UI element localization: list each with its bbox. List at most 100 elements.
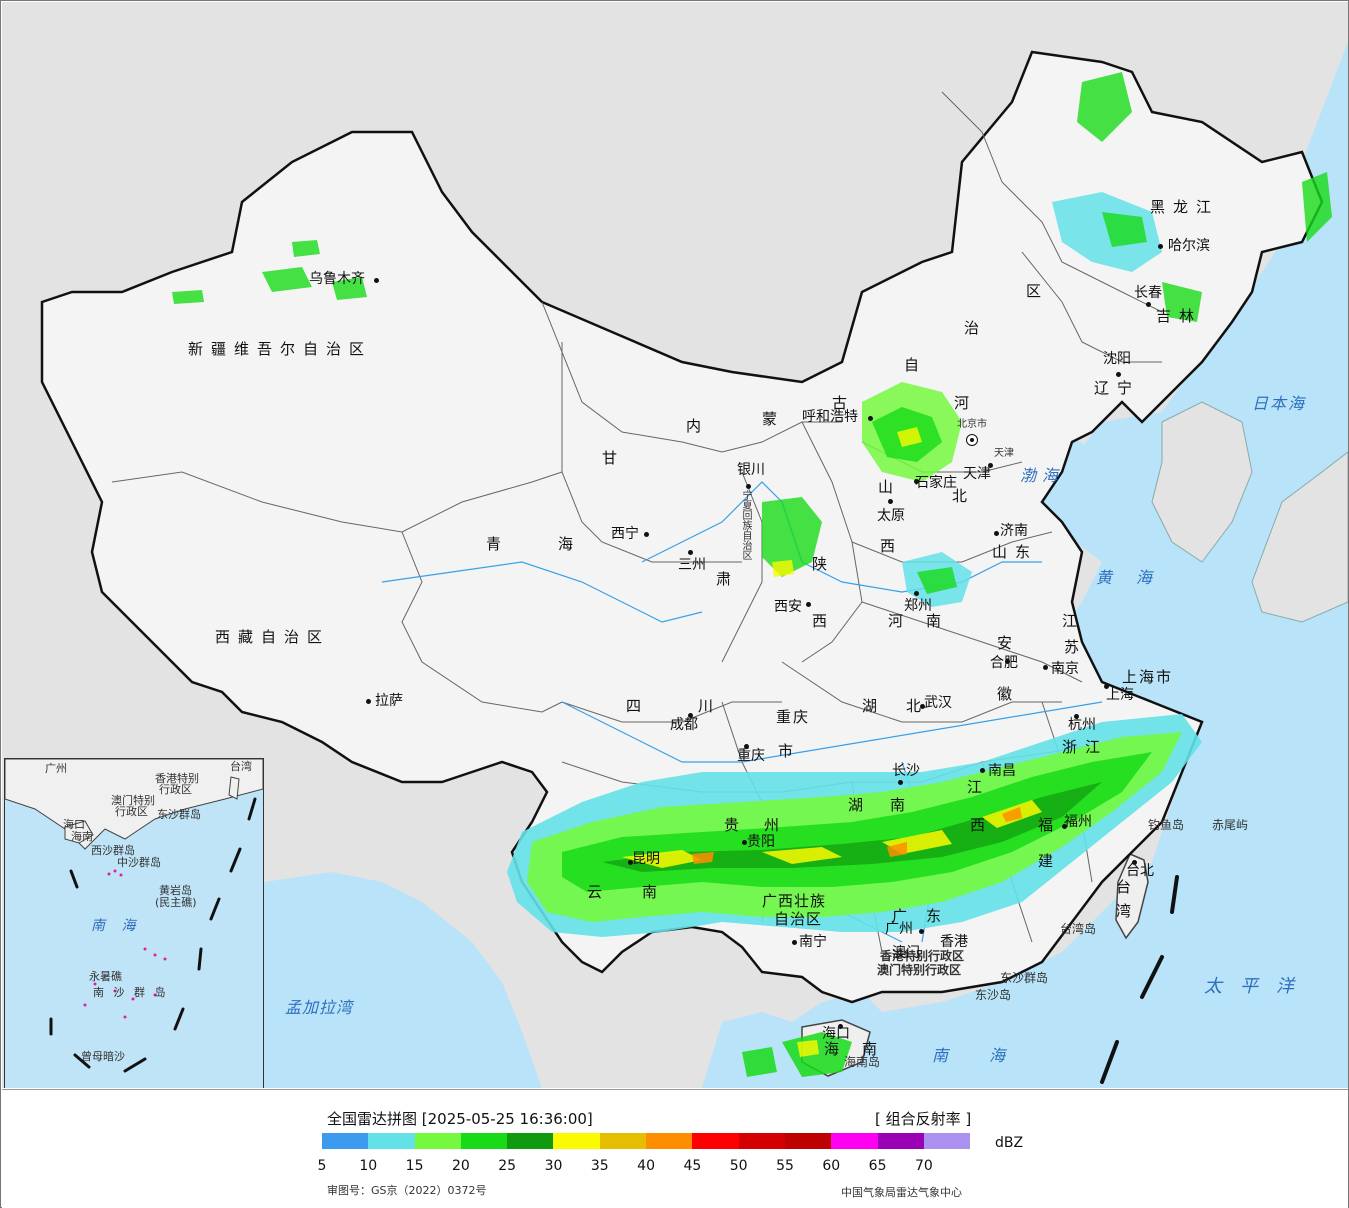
city-fuzhou: 福州 bbox=[1064, 814, 1092, 830]
city-dot bbox=[914, 591, 919, 596]
label-diaoyu: 钓鱼岛 bbox=[1148, 818, 1185, 832]
legend-unit: dBZ bbox=[995, 1135, 1024, 1151]
city-changchun: 长春 bbox=[1134, 285, 1162, 301]
province-zhejiang: 浙江 bbox=[1062, 738, 1109, 756]
city-jinan: 济南 bbox=[1000, 523, 1028, 539]
province-guangxi-1: 广西壮族 bbox=[762, 892, 827, 910]
legend-swatch bbox=[553, 1133, 600, 1149]
legend-tick-label: 60 bbox=[822, 1158, 841, 1174]
city-lhasa: 拉萨 bbox=[375, 693, 403, 709]
city-dot bbox=[688, 713, 693, 718]
city-dot bbox=[980, 768, 985, 773]
city-dot bbox=[374, 278, 379, 283]
province-shanxi-1: 山 bbox=[878, 478, 902, 496]
city-tianjin: 天津 bbox=[963, 466, 991, 482]
echo-hainan-yellow bbox=[797, 1040, 819, 1057]
city-changsha: 长沙 bbox=[892, 763, 920, 779]
bay-of-bengal bbox=[264, 872, 542, 1088]
city-dot bbox=[1116, 372, 1121, 377]
city-dot bbox=[742, 840, 747, 845]
echo-heilongjiang bbox=[1052, 192, 1162, 272]
label-pacific: 太平洋 bbox=[1204, 976, 1312, 997]
province-anhui-1: 安 bbox=[997, 634, 1021, 652]
inset-hainan bbox=[64, 820, 94, 844]
province-guangdong-2: 东 bbox=[926, 907, 950, 925]
label-bay-of-bengal: 孟加拉湾 bbox=[285, 998, 354, 1017]
province-xizang: 西藏自治区 bbox=[215, 628, 331, 646]
city-dot bbox=[838, 1024, 843, 1029]
legend-tick-label: 55 bbox=[776, 1158, 794, 1174]
legend-tick-label: 20 bbox=[451, 1158, 470, 1174]
legend-tick-label: 5 bbox=[317, 1158, 327, 1174]
province-neimenggu-4: 自 bbox=[904, 356, 928, 374]
province-jiangsu-1: 江 bbox=[1062, 612, 1086, 630]
legend-tick-label: 30 bbox=[544, 1158, 563, 1174]
province-shaanxi-2: 西 bbox=[812, 612, 836, 630]
japan bbox=[1251, 451, 1348, 623]
city-dot bbox=[1104, 684, 1109, 689]
legend-swatch bbox=[877, 1133, 924, 1149]
province-guizhou-2: 州 bbox=[764, 816, 788, 834]
inset-taiwan bbox=[228, 776, 240, 800]
province-jilin: 吉林 bbox=[1156, 307, 1203, 325]
legend-tick-label: 65 bbox=[868, 1158, 887, 1174]
inset-canvas bbox=[5, 759, 263, 1073]
south-sea-inset[interactable]: 广州 香港特别 行政区 澳门特别 行政区 台湾 东沙群岛 海口 海南 西沙群岛 … bbox=[4, 758, 264, 1088]
label-tianjin-municipality: 天津 bbox=[994, 448, 1014, 459]
city-chongqing: 重庆 bbox=[737, 748, 765, 764]
province-neimenggu-3: 古 bbox=[832, 394, 856, 412]
inset-label-haikou: 海口 bbox=[63, 818, 85, 831]
legend-swatch bbox=[507, 1133, 554, 1149]
province-anhui-2: 徽 bbox=[997, 685, 1021, 703]
province-yunnan-2: 南 bbox=[642, 883, 666, 901]
city-shanghai: 上海 bbox=[1106, 687, 1134, 703]
radar-map[interactable]: 新疆维吾尔自治区 西藏自治区 青 海 甘 肃 内 蒙 古 自 治 区 黑龙江 吉… bbox=[2, 2, 1348, 1088]
city-guangzhou: 广州 bbox=[885, 921, 913, 937]
province-fujian-1: 福 bbox=[1038, 816, 1062, 834]
province-taiwan-2: 湾 bbox=[1116, 902, 1140, 920]
province-jiangxi-2: 西 bbox=[970, 816, 994, 834]
city-dot bbox=[919, 929, 924, 934]
city-nanjing: 南京 bbox=[1051, 661, 1079, 677]
province-guizhou-1: 贵 bbox=[724, 816, 748, 834]
radar-title: 全国雷达拼图 [2025-05-25 16:36:00] bbox=[327, 1110, 593, 1128]
province-jiangxi-1: 江 bbox=[967, 778, 991, 796]
inset-label-huangyan-sub: (民主礁) bbox=[155, 896, 197, 909]
capital-marker bbox=[966, 434, 978, 446]
province-guangxi-2: 自治区 bbox=[774, 910, 823, 928]
city-dot bbox=[746, 484, 751, 489]
legend-swatch bbox=[599, 1133, 647, 1149]
province-shaanxi-1: 陕 bbox=[812, 555, 836, 573]
province-chongqing-2: 市 bbox=[778, 742, 802, 760]
inset-label-nansha: 南 沙 群 岛 bbox=[93, 986, 169, 999]
echo-shaanxi bbox=[762, 497, 822, 577]
inset-label-sea: 南 海 bbox=[91, 918, 142, 934]
label-japan-sea: 日本海 bbox=[1252, 394, 1307, 413]
province-neimenggu-6: 区 bbox=[1026, 282, 1050, 300]
province-shanghai: 上海市 bbox=[1122, 668, 1174, 686]
city-dot bbox=[1005, 659, 1010, 664]
city-haikou: 海口 bbox=[822, 1026, 850, 1042]
color-scale bbox=[322, 1133, 971, 1149]
province-xinjiang: 新疆维吾尔自治区 bbox=[188, 340, 373, 358]
legend-tick-label: 10 bbox=[359, 1158, 378, 1174]
legend-tick-label: 35 bbox=[590, 1158, 609, 1174]
city-dot bbox=[994, 531, 999, 536]
echo-hainan bbox=[742, 1032, 852, 1077]
legend-tick-label: 15 bbox=[405, 1158, 424, 1174]
city-dot bbox=[806, 602, 811, 607]
province-neimenggu-2: 蒙 bbox=[762, 410, 786, 428]
city-harbin: 哈尔滨 bbox=[1168, 238, 1210, 254]
province-heilongjiang: 黑龙江 bbox=[1150, 198, 1220, 216]
province-guangdong-1: 广 bbox=[892, 907, 916, 925]
city-zhengzhou: 郑州 bbox=[904, 598, 932, 614]
province-neimenggu-1: 内 bbox=[686, 417, 710, 435]
city-dot bbox=[366, 699, 371, 704]
inset-label-macau: 澳门特别 bbox=[111, 794, 155, 807]
province-yunnan-1: 云 bbox=[587, 883, 611, 901]
province-hainan-1: 海 bbox=[824, 1040, 848, 1058]
legend-swatch bbox=[414, 1133, 461, 1149]
province-henan-2: 南 bbox=[926, 612, 950, 630]
province-hebei-1: 河 bbox=[954, 394, 978, 412]
city-shijiazhuang: 石家庄 bbox=[915, 475, 957, 491]
